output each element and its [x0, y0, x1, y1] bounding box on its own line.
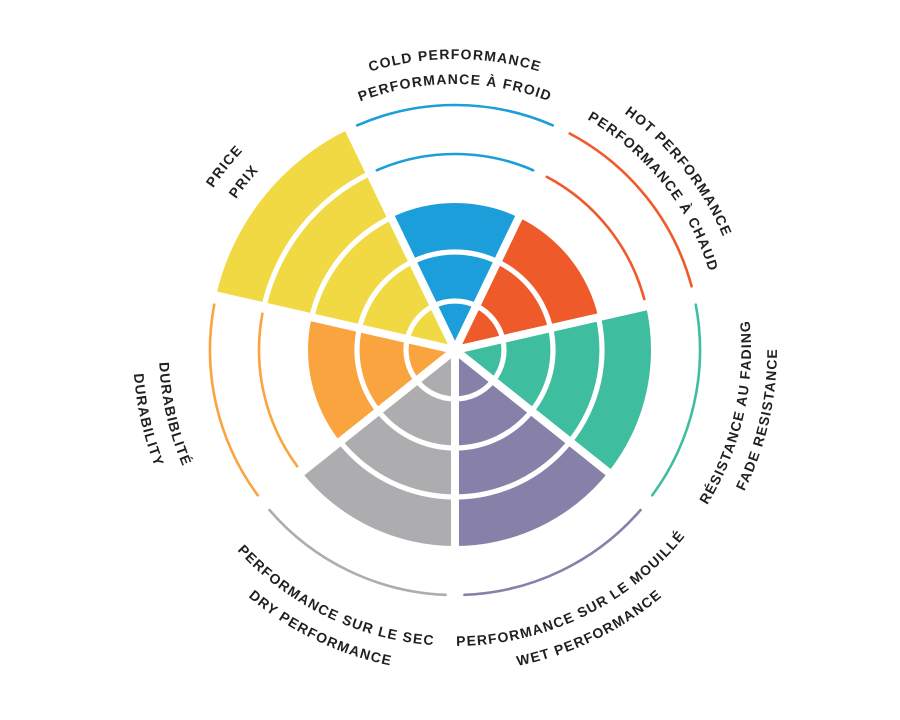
cold-performance-ring-2-fill	[413, 254, 497, 304]
price-ring-2-fill	[361, 264, 433, 339]
dry-performance-level-arcs	[268, 508, 447, 597]
sector-separator-line	[454, 290, 701, 354]
cold-performance-ring-1-fill	[434, 303, 476, 350]
cold-performance-level-4-arc	[375, 152, 535, 172]
wet-performance-level-5-arc	[463, 508, 642, 597]
fade-resistance-ring-4-fill	[571, 306, 651, 473]
price-ring-4-fill	[266, 175, 391, 317]
cold-performance-label-line-1: COLD PERFORMANCE	[366, 46, 543, 75]
hot-performance-ring-2-fill	[477, 264, 549, 339]
sector-separators	[209, 122, 701, 601]
dry-performance-level-5-arc	[268, 508, 447, 597]
wet-performance-ring-3-fill	[455, 412, 568, 495]
sector-separator-line	[256, 346, 458, 510]
hot-performance-level-5-arc	[568, 132, 693, 288]
cold-performance-label-text-1: COLD PERFORMANCE	[366, 46, 542, 75]
price-ring-5-fill	[216, 129, 369, 306]
fade-resistance-level-arcs	[650, 303, 702, 497]
dry-performance-ring-3-fill	[342, 412, 455, 495]
cold-performance-label-text-2: PERFORMANCE À FROID	[356, 71, 553, 104]
sector-separator-line	[342, 122, 459, 352]
hot-performance-label-text-1: HOT PERFORMANCE	[622, 103, 734, 239]
sector-separator-line	[209, 290, 456, 354]
cold-performance-ring-3-fill	[391, 202, 519, 260]
hot-performance-label-line-1: HOT PERFORMANCE	[622, 103, 735, 239]
wet-performance-ring-4-fill	[455, 443, 609, 546]
hot-performance-level-4-arc	[545, 175, 646, 301]
sector-separator-line	[451, 122, 568, 352]
price-ring-3-fill	[314, 219, 412, 328]
durability-level-5-arc	[208, 303, 260, 497]
cold-performance-label-line-2: PERFORMANCE À FROID	[356, 71, 555, 104]
durability-level-4-arc	[257, 312, 299, 468]
durability-level-arcs	[208, 303, 299, 497]
hot-performance-ring-3-fill	[498, 217, 599, 328]
sector-separator-line	[452, 346, 654, 510]
wet-performance-level-arcs	[463, 508, 642, 597]
sector-price	[216, 129, 455, 350]
sector-cold-performance	[391, 202, 519, 350]
cold-performance-level-5-arc	[355, 103, 555, 127]
cold-performance-level-arcs	[355, 103, 555, 172]
fade-resistance-level-5-arc	[650, 303, 702, 497]
dry-performance-ring-4-fill	[301, 443, 455, 546]
fade-resistance-ring-3-fill	[533, 317, 600, 441]
durability-ring-3-fill	[308, 317, 377, 442]
hot-performance-level-arcs	[545, 132, 693, 301]
